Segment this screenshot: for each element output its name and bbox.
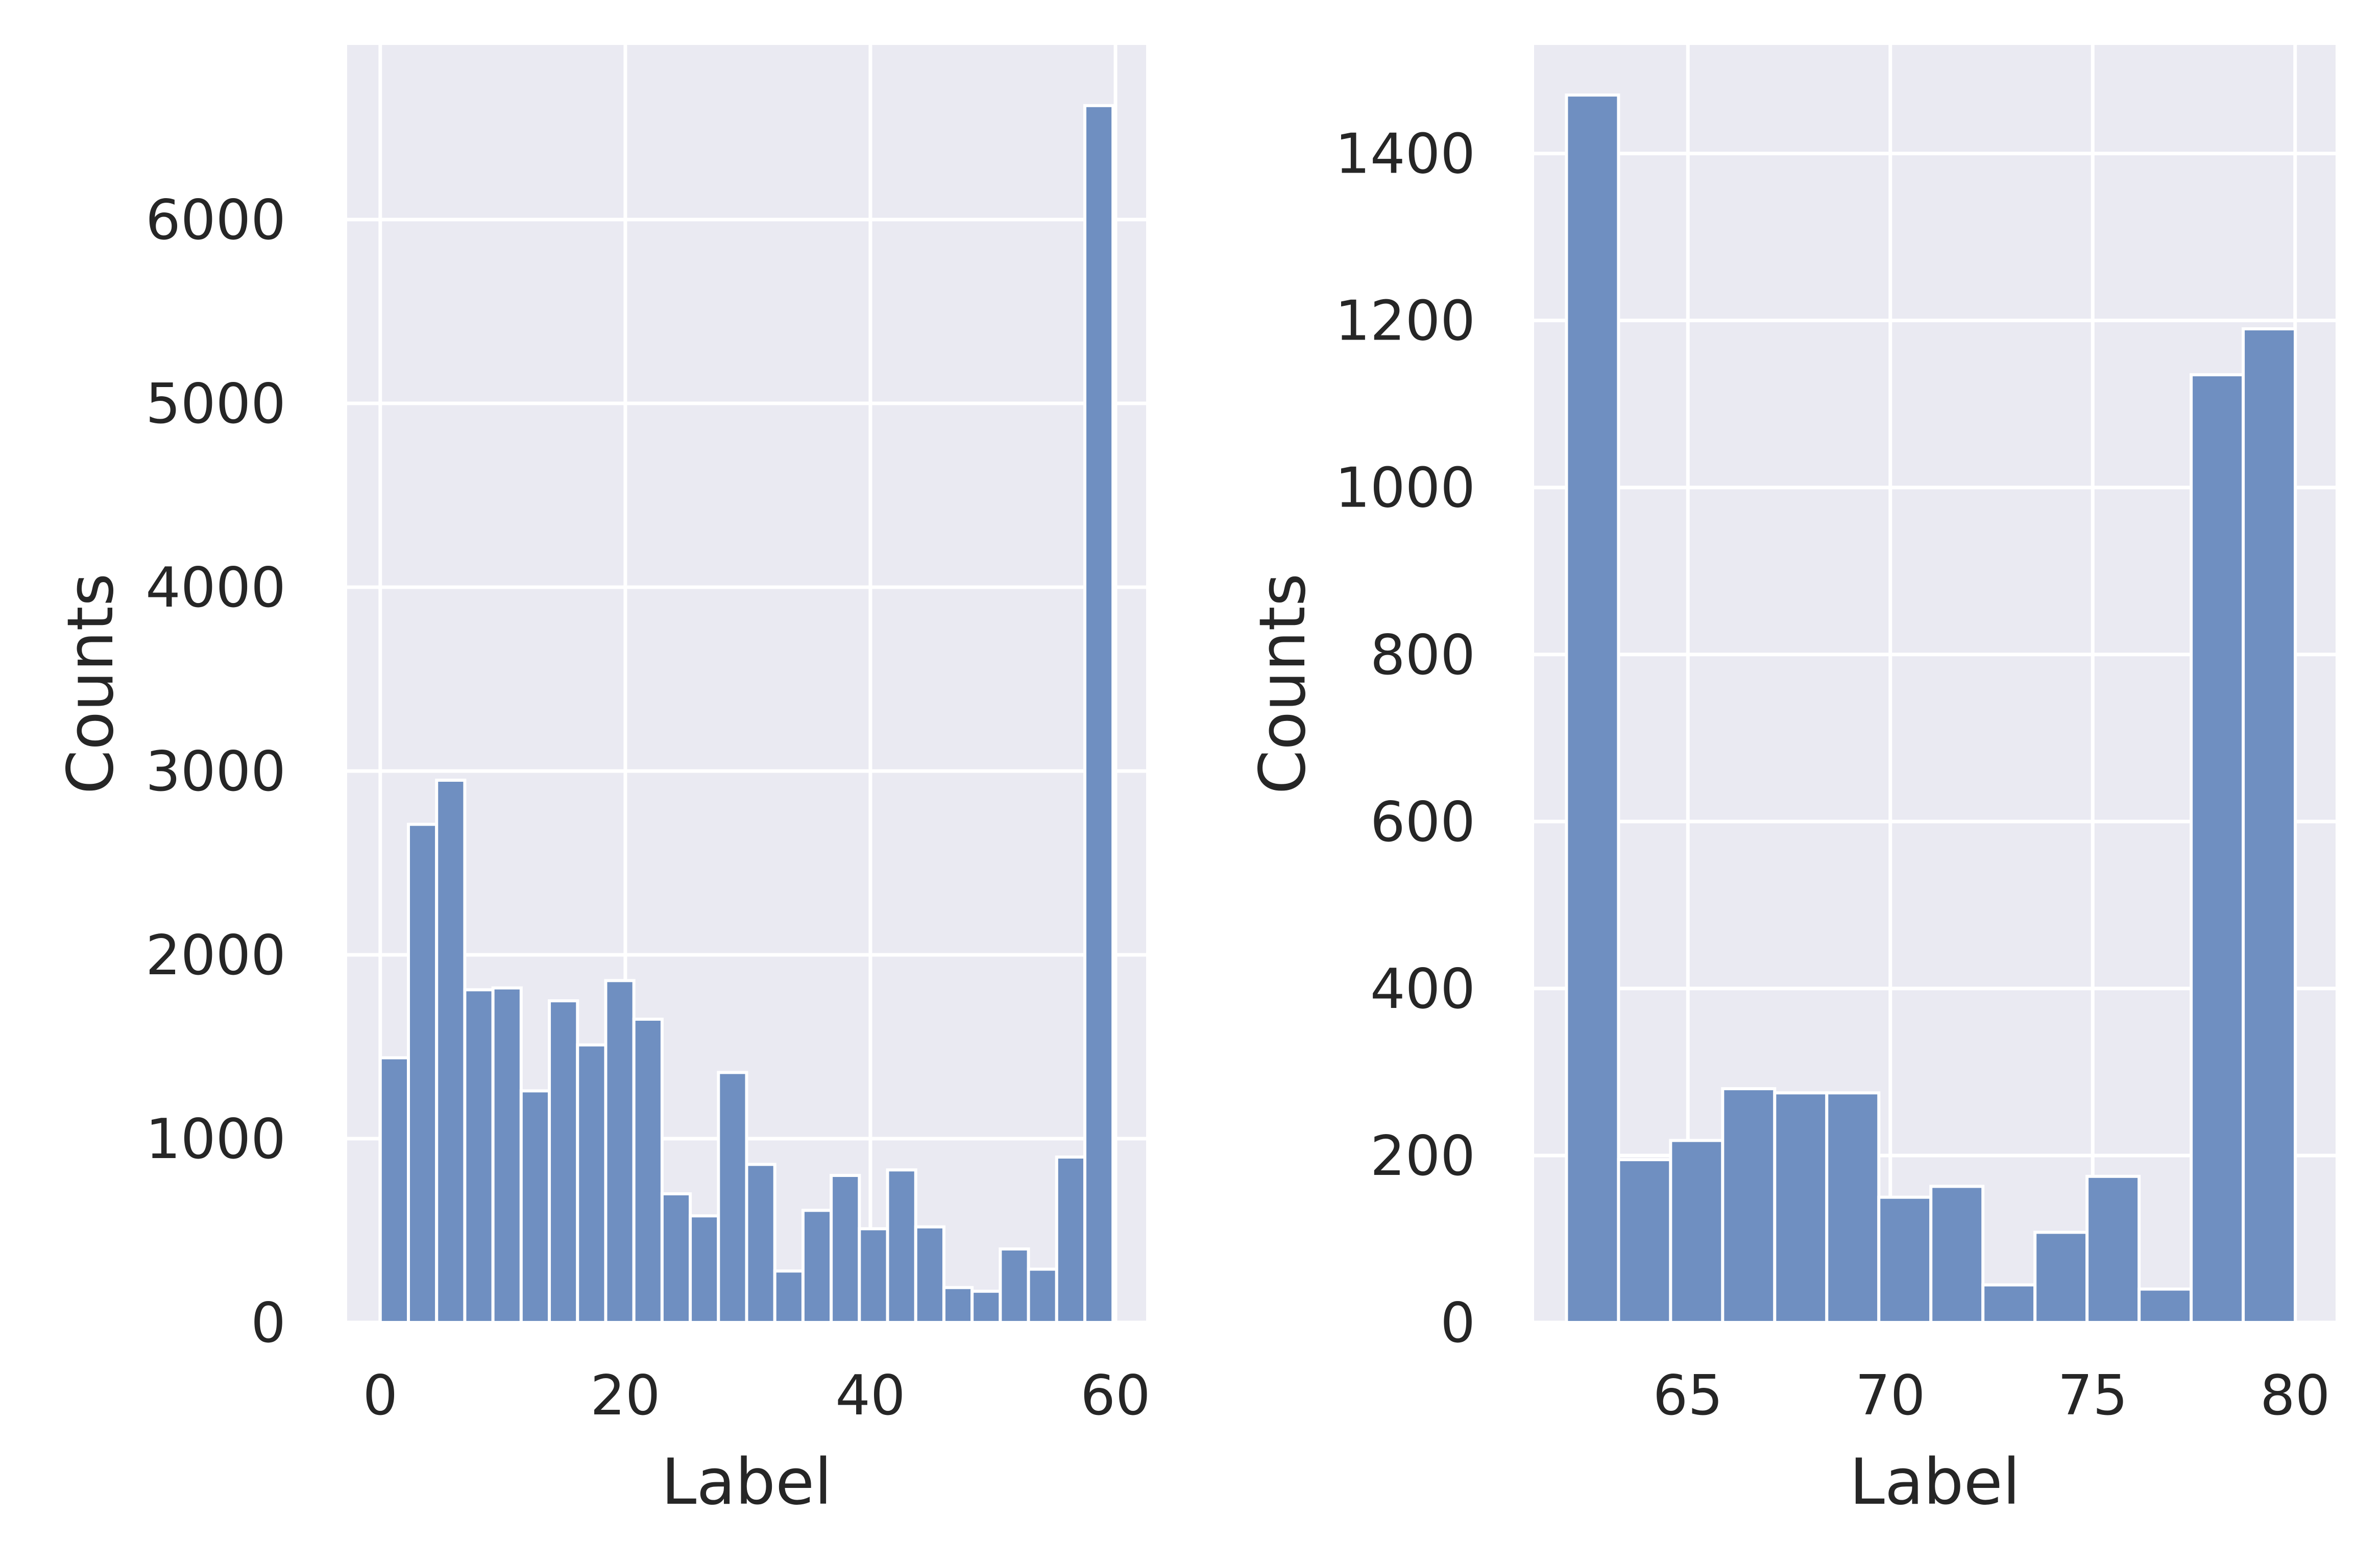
histogram-bar: [1773, 1091, 1829, 1325]
left-histogram-panel: 0 1000 2000 3000 4000 5000 6000 0 20 40 60 Label Cou…: [54, 45, 1151, 1519]
x-tick-label: 60: [1080, 1364, 1150, 1428]
histogram-bar: [1565, 93, 1620, 1324]
histogram-bar: [1825, 1091, 1881, 1325]
histogram-bar: [1929, 1185, 1985, 1324]
y-tick-label: 5000: [145, 372, 286, 436]
histogram-bar: [886, 1168, 917, 1324]
histogram-bar: [519, 1089, 551, 1324]
x-tick-label: 80: [2260, 1364, 2330, 1428]
histogram-bar: [773, 1269, 805, 1324]
histogram-bar: [801, 1209, 833, 1324]
histogram-bar: [689, 1214, 720, 1324]
x-tick-label: 75: [2058, 1364, 2128, 1428]
histogram-bar: [914, 1225, 945, 1325]
x-tick-label: 20: [590, 1364, 660, 1428]
x-tick-label: 40: [835, 1364, 905, 1428]
y-tick-label: 200: [1370, 1124, 1475, 1188]
histogram-bar: [1981, 1283, 2037, 1325]
histogram-bar: [576, 1043, 608, 1324]
histogram-bar: [463, 988, 495, 1324]
y-tick-label: 2000: [145, 924, 286, 988]
y-tick-label: 400: [1370, 957, 1475, 1021]
histogram-bar: [999, 1247, 1030, 1324]
right-histogram-panel: 0 200 400 600 800 1000 1200 1400 65 70 75 80 Label Co…: [1246, 45, 2336, 1519]
histogram-bar: [407, 823, 439, 1324]
x-tick-label: 0: [362, 1364, 398, 1428]
x-axis-label: Label: [1850, 1446, 2021, 1519]
y-tick-label: 1000: [145, 1108, 286, 1171]
histogram-bar: [858, 1227, 889, 1324]
histogram-bar: [2190, 373, 2245, 1324]
y-tick-label: 0: [251, 1291, 286, 1355]
histogram-bar: [660, 1192, 692, 1324]
histogram-bar: [2138, 1287, 2193, 1324]
histogram-bar: [1055, 1156, 1086, 1324]
histogram-bar: [2242, 327, 2297, 1324]
y-tick-label: 3000: [145, 740, 286, 804]
histogram-bar: [745, 1163, 776, 1324]
y-tick-label: 1400: [1335, 123, 1475, 186]
y-axis-label: Counts: [1246, 573, 1320, 795]
histogram-bar: [548, 999, 579, 1324]
histogram-bar: [717, 1071, 748, 1324]
histogram-bar: [830, 1174, 861, 1324]
histogram-bar: [2033, 1231, 2089, 1324]
histogram-bar: [604, 979, 636, 1324]
histogram-bar: [970, 1289, 1002, 1325]
histogram-bar: [1669, 1139, 1725, 1324]
histogram-bar: [1617, 1158, 1672, 1325]
histogram-bar: [942, 1286, 974, 1325]
histogram-bar: [2085, 1174, 2141, 1324]
y-tick-label: 1000: [1335, 456, 1475, 520]
histogram-bar: [435, 779, 467, 1324]
y-tick-label: 1200: [1335, 290, 1475, 353]
x-axis-label: Label: [661, 1446, 832, 1519]
histogram-bar: [378, 1056, 410, 1325]
histogram-bar: [1083, 104, 1115, 1324]
histogram-bar: [1877, 1195, 1933, 1324]
histogram-bar: [632, 1018, 664, 1324]
y-axis-label: Counts: [54, 573, 128, 795]
histogram-bar: [1721, 1087, 1777, 1325]
y-tick-label: 0: [1440, 1291, 1475, 1355]
x-tick-label: 65: [1653, 1364, 1723, 1428]
histogram-bar: [1027, 1267, 1058, 1325]
y-tick-label: 4000: [145, 556, 286, 620]
y-tick-label: 600: [1370, 790, 1475, 854]
x-tick-label: 70: [1855, 1364, 1925, 1428]
y-tick-label: 6000: [145, 188, 286, 252]
y-tick-label: 800: [1370, 623, 1475, 687]
histogram-bar: [491, 986, 523, 1325]
